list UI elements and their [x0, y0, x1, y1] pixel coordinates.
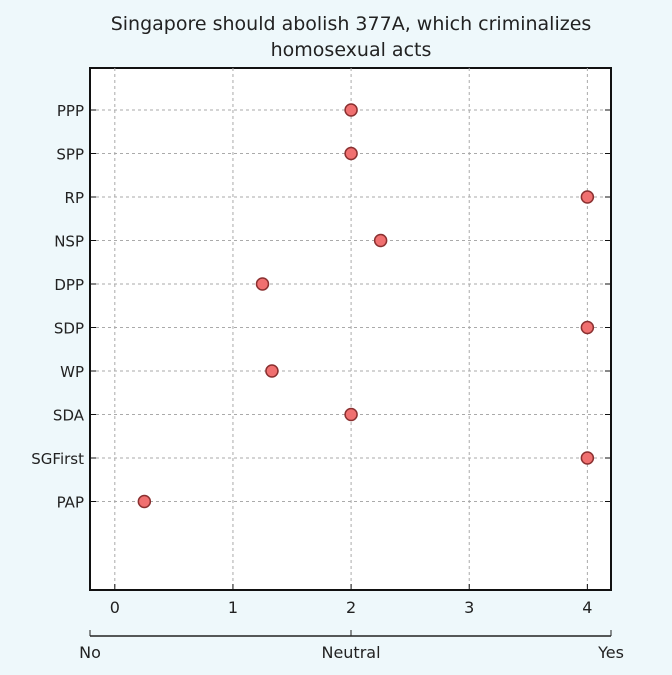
x-tick-label: 1 [228, 598, 238, 617]
y-tick-label: RP [65, 189, 84, 207]
data-point-nsp [373, 233, 388, 248]
data-point-spp [344, 146, 358, 161]
data-point-rp [580, 190, 595, 204]
data-point-sdp [580, 320, 595, 335]
plot-area [89, 67, 612, 591]
chart-title-line-2: homosexual acts [271, 39, 432, 61]
y-tick-label: SDA [53, 407, 85, 425]
data-point-sda [344, 407, 358, 422]
data-point-pap [137, 494, 152, 509]
y-tick-label: DPP [54, 276, 84, 294]
y-tick-label: PAP [57, 494, 84, 512]
x-tick-label: 3 [464, 598, 474, 617]
x-tick-label: 4 [582, 598, 592, 617]
data-point-dpp [255, 277, 270, 291]
y-tick-label: WP [60, 363, 84, 381]
data-point-sgfirst [580, 451, 595, 465]
y-tick-label: SDP [54, 320, 84, 338]
y-tick-label: NSP [54, 233, 84, 251]
chart-title-line-1: Singapore should abolish 377A, which cri… [111, 13, 592, 35]
y-tick-label: PPP [57, 102, 84, 120]
y-tick-label: SGFirst [31, 450, 84, 468]
scale-label-yes: Yes [597, 643, 624, 662]
y-tick-label: SPP [56, 146, 84, 164]
scale-label-neutral: Neutral [321, 643, 380, 662]
data-point-wp [265, 364, 279, 378]
x-tick-label: 2 [346, 598, 356, 617]
data-point-ppp [344, 103, 358, 117]
scale-label-no: No [79, 643, 101, 662]
x-tick-label: 0 [110, 598, 120, 617]
